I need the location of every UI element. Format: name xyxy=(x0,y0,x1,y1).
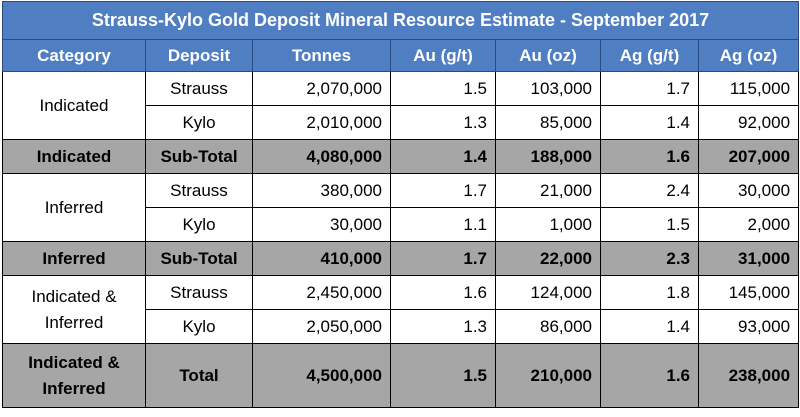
category-cell: Indicated xyxy=(2,139,146,174)
ag-ounces-cell: 145,000 xyxy=(697,275,800,310)
au-grade-cell: 1.1 xyxy=(390,207,496,242)
ag-grade-cell: 1.6 xyxy=(600,139,699,174)
header-au-grade: Au (g/t) xyxy=(390,39,496,72)
tonnes-cell: 410,000 xyxy=(252,241,391,276)
header-ag-ounces: Ag (oz) xyxy=(697,39,800,72)
au-ounces-cell: 22,000 xyxy=(495,241,601,276)
header-au-ounces: Au (oz) xyxy=(495,39,601,72)
au-ounces-cell: 210,000 xyxy=(495,343,601,408)
ag-ounces-cell: 31,000 xyxy=(697,241,800,276)
header-ag-grade: Ag (g/t) xyxy=(600,39,699,72)
subtotal-row: Indicated Sub-Total 4,080,000 1.4 188,00… xyxy=(2,139,800,174)
au-ounces-cell: 124,000 xyxy=(495,275,601,310)
tonnes-cell: 2,070,000 xyxy=(252,71,391,106)
table-row: Indicated & Inferred Strauss 2,450,000 1… xyxy=(2,275,800,344)
ag-ounces-cell: 92,000 xyxy=(697,105,800,140)
header-deposit: Deposit xyxy=(145,39,253,72)
ag-ounces-cell: 115,000 xyxy=(697,71,800,106)
deposit-cell: Kylo xyxy=(145,105,253,140)
au-ounces-cell: 86,000 xyxy=(495,309,601,344)
category-cell: Indicated & Inferred xyxy=(2,343,146,408)
deposit-cell: Kylo xyxy=(145,309,253,344)
au-grade-cell: 1.6 xyxy=(390,275,496,310)
category-cell: Indicated xyxy=(2,71,146,140)
tonnes-cell: 4,500,000 xyxy=(252,343,391,408)
table-title: Strauss-Kylo Gold Deposit Mineral Resour… xyxy=(1,1,800,40)
au-grade-cell: 1.7 xyxy=(390,173,496,208)
tonnes-cell: 380,000 xyxy=(252,173,391,208)
ag-grade-cell: 1.8 xyxy=(600,275,699,310)
ag-ounces-cell: 238,000 xyxy=(697,343,800,408)
table-row: Kylo 2,050,000 1.3 86,000 1.4 93,000 xyxy=(3,309,800,344)
au-ounces-cell: 188,000 xyxy=(495,139,601,174)
table-row: Indicated Strauss 2,070,000 1.5 103,000 … xyxy=(2,71,800,140)
deposit-cell: Strauss xyxy=(145,173,253,208)
category-cell: Indicated & Inferred xyxy=(2,275,146,344)
ag-grade-cell: 1.7 xyxy=(600,71,699,106)
au-grade-cell: 1.5 xyxy=(390,71,496,106)
au-ounces-cell: 85,000 xyxy=(495,105,601,140)
deposit-cell: Sub-Total xyxy=(145,139,253,174)
table-row: Inferred Strauss 380,000 1.7 21,000 2.4 … xyxy=(2,173,800,242)
tonnes-cell: 2,050,000 xyxy=(252,309,391,344)
tonnes-cell: 4,080,000 xyxy=(252,139,391,174)
au-ounces-cell: 1,000 xyxy=(495,207,601,242)
ag-grade-cell: 2.3 xyxy=(600,241,699,276)
header-row: Category Deposit Tonnes Au (g/t) Au (oz)… xyxy=(2,39,800,72)
au-ounces-cell: 103,000 xyxy=(495,71,601,106)
header-category: Category xyxy=(2,39,146,72)
title-row: Strauss-Kylo Gold Deposit Mineral Resour… xyxy=(1,1,800,40)
au-grade-cell: 1.3 xyxy=(390,105,496,140)
header-tonnes: Tonnes xyxy=(252,39,391,72)
subtotal-row: Inferred Sub-Total 410,000 1.7 22,000 2.… xyxy=(2,241,800,276)
ag-ounces-cell: 93,000 xyxy=(697,309,800,344)
ag-grade-cell: 2.4 xyxy=(600,173,699,208)
au-grade-cell: 1.7 xyxy=(390,241,496,276)
tonnes-cell: 2,010,000 xyxy=(252,105,391,140)
table-row: Kylo 2,010,000 1.3 85,000 1.4 92,000 xyxy=(3,105,800,140)
deposit-cell: Total xyxy=(145,343,253,408)
deposit-cell: Strauss xyxy=(145,275,253,310)
au-grade-cell: 1.3 xyxy=(390,309,496,344)
table-row: Kylo 30,000 1.1 1,000 1.5 2,000 xyxy=(3,207,800,242)
ag-ounces-cell: 30,000 xyxy=(697,173,800,208)
ag-grade-cell: 1.5 xyxy=(600,207,699,242)
deposit-cell: Kylo xyxy=(145,207,253,242)
deposit-cell: Strauss xyxy=(145,71,253,106)
au-grade-cell: 1.5 xyxy=(390,343,496,408)
deposit-cell: Sub-Total xyxy=(145,241,253,276)
ag-grade-cell: 1.4 xyxy=(600,105,699,140)
category-cell: Inferred xyxy=(2,241,146,276)
total-row: Indicated & Inferred Total 4,500,000 1.5… xyxy=(2,343,800,408)
tonnes-cell: 30,000 xyxy=(252,207,391,242)
ag-grade-cell: 1.4 xyxy=(600,309,699,344)
tonnes-cell: 2,450,000 xyxy=(252,275,391,310)
category-cell: Inferred xyxy=(2,173,146,242)
au-grade-cell: 1.4 xyxy=(390,139,496,174)
ag-grade-cell: 1.6 xyxy=(600,343,699,408)
au-ounces-cell: 21,000 xyxy=(495,173,601,208)
ag-ounces-cell: 2,000 xyxy=(697,207,800,242)
resource-estimate-table: Strauss-Kylo Gold Deposit Mineral Resour… xyxy=(1,1,800,408)
ag-ounces-cell: 207,000 xyxy=(697,139,800,174)
